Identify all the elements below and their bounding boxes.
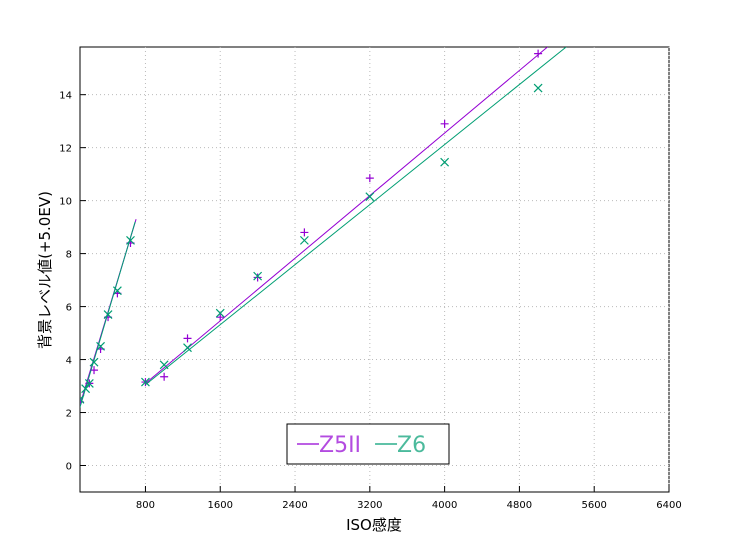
fit-line — [145, 47, 548, 384]
data-point — [112, 286, 122, 296]
data-point — [96, 341, 105, 351]
x-tick-label: 3200 — [357, 500, 382, 511]
legend: Z5II Z6 — [286, 423, 450, 465]
data-point — [89, 357, 99, 367]
data-point — [253, 271, 263, 281]
x-tick-label: 4800 — [507, 500, 532, 511]
legend-label: Z6 — [397, 433, 426, 458]
data-point — [365, 192, 375, 202]
y-tick-label: 8 — [66, 250, 72, 261]
legend-label: Z5II — [319, 433, 361, 458]
x-axis-label: ISO感度 — [346, 516, 402, 534]
y-tick-label: 4 — [66, 356, 72, 367]
fit-line — [145, 47, 567, 386]
y-tick-label: 2 — [66, 409, 72, 420]
data-point — [534, 49, 543, 58]
y-tick-label: 10 — [59, 197, 72, 208]
data-point — [300, 228, 309, 237]
data-point — [299, 235, 309, 245]
plot-area — [80, 47, 567, 408]
data-point — [141, 377, 150, 387]
data-point — [81, 384, 91, 394]
data-point — [365, 174, 374, 183]
x-tick-label: 4000 — [432, 500, 457, 511]
data-point — [159, 360, 169, 370]
x-tick-label: 5600 — [581, 500, 606, 511]
y-tick-label: 0 — [66, 462, 72, 473]
data-point — [440, 157, 450, 167]
data-point — [183, 343, 192, 353]
plot-frame — [79, 46, 670, 493]
x-tick-label: 2400 — [282, 500, 307, 511]
data-point — [84, 378, 94, 388]
y-tick-label: 14 — [59, 91, 72, 102]
data-point — [103, 310, 113, 319]
y-axis-label: 背景レベル値(+5.0EV) — [36, 191, 54, 349]
x-tick-label: 1600 — [208, 500, 233, 511]
data-point — [533, 83, 543, 93]
y-tick-label: 12 — [59, 144, 72, 155]
data-point — [183, 334, 192, 343]
y-tick-label: 6 — [66, 303, 72, 314]
data-point — [126, 235, 135, 245]
data-point — [80, 394, 85, 404]
x-tick-label: 800 — [136, 500, 155, 511]
data-point — [440, 119, 449, 128]
data-point — [216, 313, 225, 322]
data-point — [253, 273, 262, 282]
x-tick-label: 6400 — [656, 500, 681, 511]
data-point — [160, 372, 169, 381]
data-point — [215, 308, 225, 318]
